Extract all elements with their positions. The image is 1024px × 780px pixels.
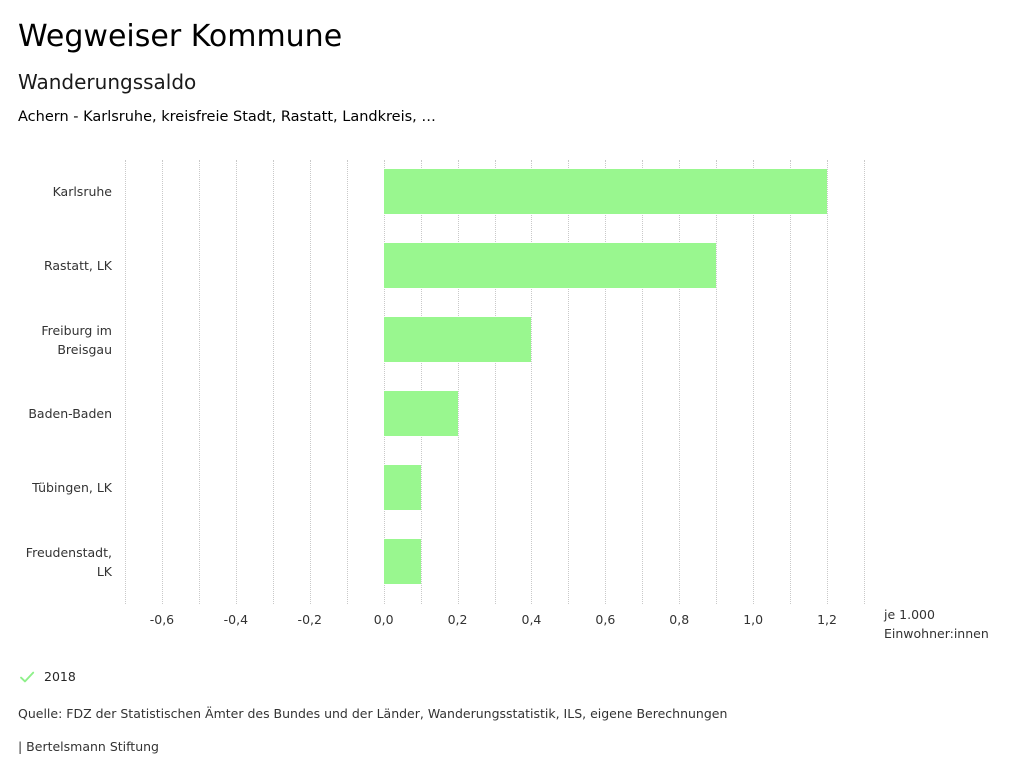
gridline — [235, 160, 237, 604]
axis-unit-label: je 1.000 Einwohner:innen — [884, 605, 989, 643]
gridline — [790, 160, 792, 604]
bar[interactable] — [383, 391, 458, 436]
page-title: Wegweiser Kommune — [18, 19, 343, 54]
bar[interactable] — [383, 465, 421, 510]
footer: Quelle: FDZ der Statistischen Ämter des … — [18, 706, 998, 754]
x-axis-tick-label: -0,6 — [149, 612, 175, 627]
x-axis-tick-label: -0,4 — [223, 612, 249, 627]
bar-row — [125, 160, 864, 234]
gridline — [198, 160, 200, 604]
gridline — [531, 160, 533, 604]
gridline — [753, 160, 755, 604]
axis-unit-line-1: je 1.000 — [884, 607, 935, 622]
gridline — [309, 160, 311, 604]
plot-area — [125, 160, 865, 604]
bar-row — [125, 382, 864, 456]
gridline — [125, 160, 126, 604]
gridline — [605, 160, 607, 604]
bar[interactable] — [383, 243, 717, 288]
y-axis-label-line: LK — [96, 563, 112, 579]
gridline — [494, 160, 496, 604]
gridline — [679, 160, 681, 604]
gridline — [420, 160, 422, 604]
bar-row — [125, 308, 864, 382]
y-axis-label-line: Rastatt, LK — [43, 258, 112, 273]
x-axis-tick-label: 1,2 — [817, 612, 837, 627]
x-axis-tick-label: -0,2 — [297, 612, 322, 627]
legend[interactable]: 2018 — [18, 667, 76, 687]
bar[interactable] — [383, 169, 828, 214]
gridline — [161, 160, 163, 604]
gridline — [716, 160, 718, 604]
x-axis-tick-label: 0,8 — [669, 612, 690, 627]
bar-row — [125, 530, 864, 604]
x-axis-labels: -0,6 -0,4 -0,2 0,0 0,2 0,4 0,6 0,8 1,0 1,2 — [125, 612, 864, 638]
bar-row — [125, 456, 864, 530]
header: Wegweiser Kommune Wanderungssaldo Achern… — [18, 0, 1008, 125]
x-axis-tick-label: 1,0 — [743, 612, 764, 627]
gridline — [457, 160, 459, 604]
bar[interactable] — [383, 317, 532, 362]
y-axis-label: Freiburg im Breisgau — [0, 321, 112, 359]
y-axis-label-line: Freudenstadt, — [25, 544, 112, 560]
chart-subtitle: Wanderungssaldo — [18, 70, 197, 94]
gridline — [383, 160, 385, 604]
legend-item-label[interactable]: 2018 — [44, 669, 76, 684]
y-axis-label-line: Breisgau — [57, 341, 112, 357]
x-axis-tick-label: 0,2 — [447, 612, 468, 627]
gridline — [642, 160, 644, 604]
y-axis-label: Rastatt, LK — [0, 256, 112, 275]
gridline — [827, 160, 829, 604]
check-icon[interactable] — [18, 668, 36, 686]
y-axis-label: Tübingen, LK — [0, 478, 112, 497]
x-axis-tick-label: 0,4 — [521, 612, 542, 627]
gridline — [864, 160, 865, 604]
x-axis-tick-label: 0,0 — [373, 612, 394, 627]
y-axis-label-line: Tübingen, LK — [32, 480, 112, 495]
bar[interactable] — [383, 539, 421, 584]
x-axis-tick-label: 0,6 — [595, 612, 616, 627]
source-note: Quelle: FDZ der Statistischen Ämter des … — [18, 706, 728, 721]
gridline — [568, 160, 570, 604]
y-axis-label: Freudenstadt, LK — [0, 543, 112, 581]
y-axis-label: Baden-Baden — [0, 404, 112, 423]
organisation-note: | Bertelsmann Stiftung — [18, 738, 159, 754]
y-axis-label: Karlsruhe — [0, 182, 112, 201]
gridline — [346, 160, 348, 604]
bar-rows — [125, 160, 864, 604]
y-axis-label-line: Freiburg im — [41, 322, 112, 338]
gridline — [272, 160, 274, 604]
chart-selection-label: Achern - Karlsruhe, kreisfreie Stadt, Ra… — [18, 109, 436, 125]
axis-unit-line-2: Einwohner:innen — [884, 626, 989, 641]
y-axis-labels: Karlsruhe Rastatt, LK Freiburg im Breisgau B… — [0, 160, 112, 604]
y-axis-label-line: Baden-Baden — [28, 406, 112, 421]
bar-row — [125, 234, 864, 308]
y-axis-label-line: Karlsruhe — [52, 184, 112, 199]
